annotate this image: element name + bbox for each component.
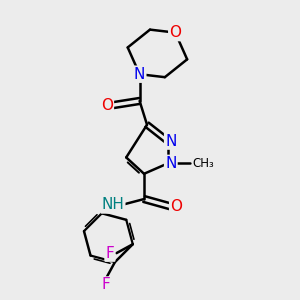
Text: O: O [170, 199, 182, 214]
Text: O: O [169, 25, 181, 40]
Text: N: N [165, 134, 176, 148]
Text: F: F [106, 246, 114, 261]
Text: O: O [101, 98, 113, 113]
Text: F: F [102, 278, 110, 292]
Text: N: N [165, 156, 176, 171]
Text: CH₃: CH₃ [193, 157, 214, 170]
Text: NH: NH [101, 197, 124, 212]
Text: N: N [134, 67, 145, 82]
